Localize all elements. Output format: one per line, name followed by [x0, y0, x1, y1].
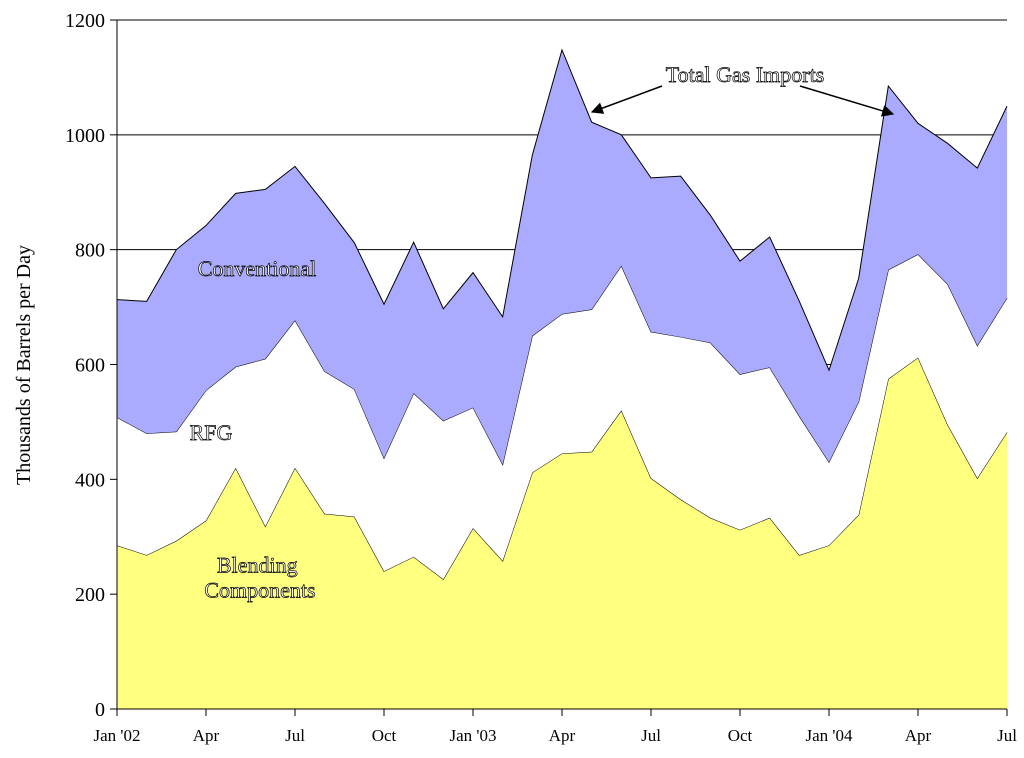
series-label-line: Components [204, 578, 315, 603]
x-tick-label: Oct [728, 726, 753, 745]
series-label-line: Conventional [198, 256, 317, 281]
y-tick-label: 1200 [65, 10, 105, 32]
x-tick-label: Jul [641, 726, 661, 745]
x-tick-label: Jan '02 [94, 726, 141, 745]
x-tick-label: Jul [997, 726, 1017, 745]
series-label: Blending Components [204, 553, 315, 603]
area-line [116, 48, 1008, 372]
area-fill [117, 254, 1007, 580]
y-tick-label: 200 [75, 584, 105, 606]
x-tick-label: Jan '03 [450, 726, 497, 745]
series-label: RFG [190, 420, 233, 445]
y-axis-label: Thousands of Barrels per Day [13, 245, 35, 485]
y-tick-label: 400 [75, 469, 105, 491]
series-label-line: RFG [190, 420, 233, 445]
annotation: Total Gas Imports [666, 62, 825, 87]
x-tick-label: Apr [549, 726, 576, 745]
series-label-line: Blending [217, 553, 303, 578]
annotation-arrow [799, 85, 895, 117]
area-fill [117, 49, 1007, 465]
x-tick-label: Apr [193, 726, 220, 745]
area-fill [117, 357, 1007, 709]
x-tick-label: Oct [372, 726, 397, 745]
y-tick-label: 600 [75, 355, 105, 377]
x-tick-label: Jul [285, 726, 305, 745]
y-tick-label: 0 [95, 699, 105, 721]
x-tick-label: Apr [905, 726, 932, 745]
y-tick-label: 1000 [65, 125, 105, 147]
x-tick-label: Jan '04 [806, 726, 853, 745]
series-label: Conventional [198, 256, 317, 281]
y-tick-label: 800 [75, 240, 105, 262]
annotation-arrow [590, 85, 663, 114]
